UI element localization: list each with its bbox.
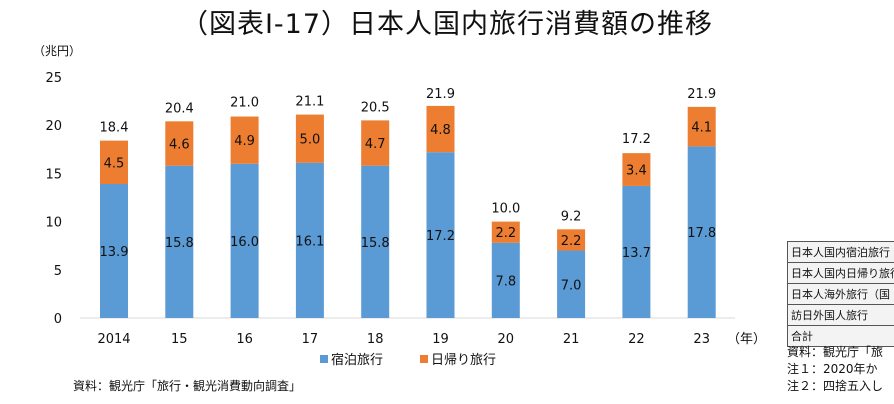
data-label-overnight: 7.8 <box>495 274 516 289</box>
y-tick-label: 15 <box>45 167 62 182</box>
data-label-total: 18.4 <box>100 121 129 136</box>
x-tick-label: 2014 <box>97 332 130 347</box>
bar-daytrip <box>230 116 259 164</box>
legend-label: 宿泊旅行 <box>331 352 383 368</box>
x-tick-label: 19 <box>432 332 449 347</box>
data-label-overnight: 7.0 <box>561 278 582 293</box>
data-label-overnight: 16.0 <box>230 235 259 250</box>
side-table-row: 日本人海外旅行（国 <box>787 283 894 305</box>
bar-overnight <box>426 152 455 318</box>
y-tick-label: 0 <box>54 312 62 327</box>
data-label-daytrip: 4.5 <box>104 156 125 171</box>
x-axis-unit: （年） <box>727 332 766 347</box>
x-tick-label: 23 <box>693 332 710 347</box>
data-label-daytrip: 5.0 <box>300 133 321 148</box>
x-tick-label: 20 <box>498 332 515 347</box>
side-notes: 資料：観光庁「旅 注１：2020年か 注２：四捨五入し <box>787 344 883 395</box>
bar-daytrip <box>426 105 455 153</box>
data-label-overnight: 17.8 <box>687 226 716 241</box>
bar-overnight <box>687 146 716 318</box>
side-note: 注２：四捨五入し <box>787 379 884 393</box>
y-tick-label: 5 <box>54 264 62 279</box>
side-table-row: 日本人国内宿泊旅行 <box>787 241 894 263</box>
bar-daytrip <box>361 120 390 166</box>
legend-swatch <box>320 355 328 363</box>
legend-swatch <box>420 355 428 363</box>
side-table-row: 日本人国内日帰り旅行 <box>787 262 894 284</box>
data-label-overnight: 16.1 <box>295 234 324 249</box>
bar-overnight <box>230 163 259 318</box>
data-label-daytrip: 4.9 <box>234 134 255 149</box>
data-label-total: 17.2 <box>622 132 651 147</box>
data-label-daytrip: 4.8 <box>430 123 451 138</box>
data-label-daytrip: 2.2 <box>495 226 516 241</box>
y-tick-label: 25 <box>45 71 62 86</box>
bar-daytrip <box>491 221 520 243</box>
data-label-daytrip: 4.6 <box>169 138 190 153</box>
bar-daytrip <box>295 114 324 163</box>
x-tick-label: 22 <box>628 332 645 347</box>
data-label-total: 21.9 <box>687 87 716 102</box>
source-note: 資料：観光庁「旅行・観光消費動向調査」 <box>73 379 302 393</box>
bar-overnight <box>622 185 651 318</box>
bar-daytrip <box>165 121 194 166</box>
x-tick-label: 15 <box>171 332 188 347</box>
y-tick-label: 10 <box>45 216 62 231</box>
bar-daytrip <box>100 140 128 185</box>
data-label-overnight: 13.7 <box>622 246 651 261</box>
y-tick-label: 20 <box>45 119 62 134</box>
legend-label: 日帰り旅行 <box>431 352 496 368</box>
data-label-total: 10.0 <box>491 202 520 217</box>
data-label-daytrip: 4.7 <box>365 137 386 152</box>
side-table-row: 合計 <box>787 325 894 347</box>
data-label-daytrip: 2.2 <box>561 234 582 249</box>
x-tick-label: 18 <box>367 332 384 347</box>
bar-overnight <box>165 165 194 318</box>
side-note: 注１：2020年か <box>787 362 878 376</box>
bar-daytrip <box>687 106 716 147</box>
data-label-total: 21.9 <box>426 87 455 102</box>
data-label-total: 21.0 <box>230 96 259 111</box>
data-label-overnight: 13.9 <box>100 245 129 260</box>
side-table-row: 訪日外国人旅行 <box>787 304 894 326</box>
bar-overnight <box>491 242 520 318</box>
bar-daytrip <box>622 153 651 186</box>
data-label-total: 20.5 <box>361 100 390 115</box>
data-label-overnight: 15.8 <box>361 236 390 251</box>
bar-overnight <box>557 250 586 318</box>
y-axis-unit: （兆円） <box>33 44 82 58</box>
x-tick-label: 21 <box>563 332 580 347</box>
data-label-total: 9.2 <box>561 209 582 224</box>
chart-title: （図表Ⅰ-17）日本人国内旅行消費額の推移 <box>180 9 714 40</box>
bar-overnight <box>361 165 390 318</box>
data-label-daytrip: 4.1 <box>691 121 712 136</box>
data-label-overnight: 15.8 <box>165 236 194 251</box>
data-label-daytrip: 3.4 <box>626 164 647 179</box>
x-tick-label: 17 <box>302 332 319 347</box>
data-label-total: 20.4 <box>165 101 194 116</box>
x-tick-label: 16 <box>236 332 253 347</box>
bar-overnight <box>295 162 324 318</box>
side-note: 資料：観光庁「旅 <box>787 345 884 359</box>
side-table: 日本人国内宿泊旅行 日本人国内日帰り旅行 日本人海外旅行（国 訪日外国人旅行 合… <box>787 241 894 347</box>
bar-daytrip <box>557 229 586 251</box>
data-label-overnight: 17.2 <box>426 229 455 244</box>
bar-overnight <box>100 184 128 318</box>
data-label-total: 21.1 <box>295 95 324 110</box>
